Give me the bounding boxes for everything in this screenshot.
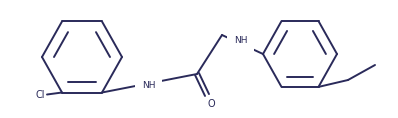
Text: NH: NH xyxy=(234,36,247,45)
Text: Cl: Cl xyxy=(35,90,45,99)
Text: NH: NH xyxy=(142,81,155,90)
Text: O: O xyxy=(207,99,215,109)
